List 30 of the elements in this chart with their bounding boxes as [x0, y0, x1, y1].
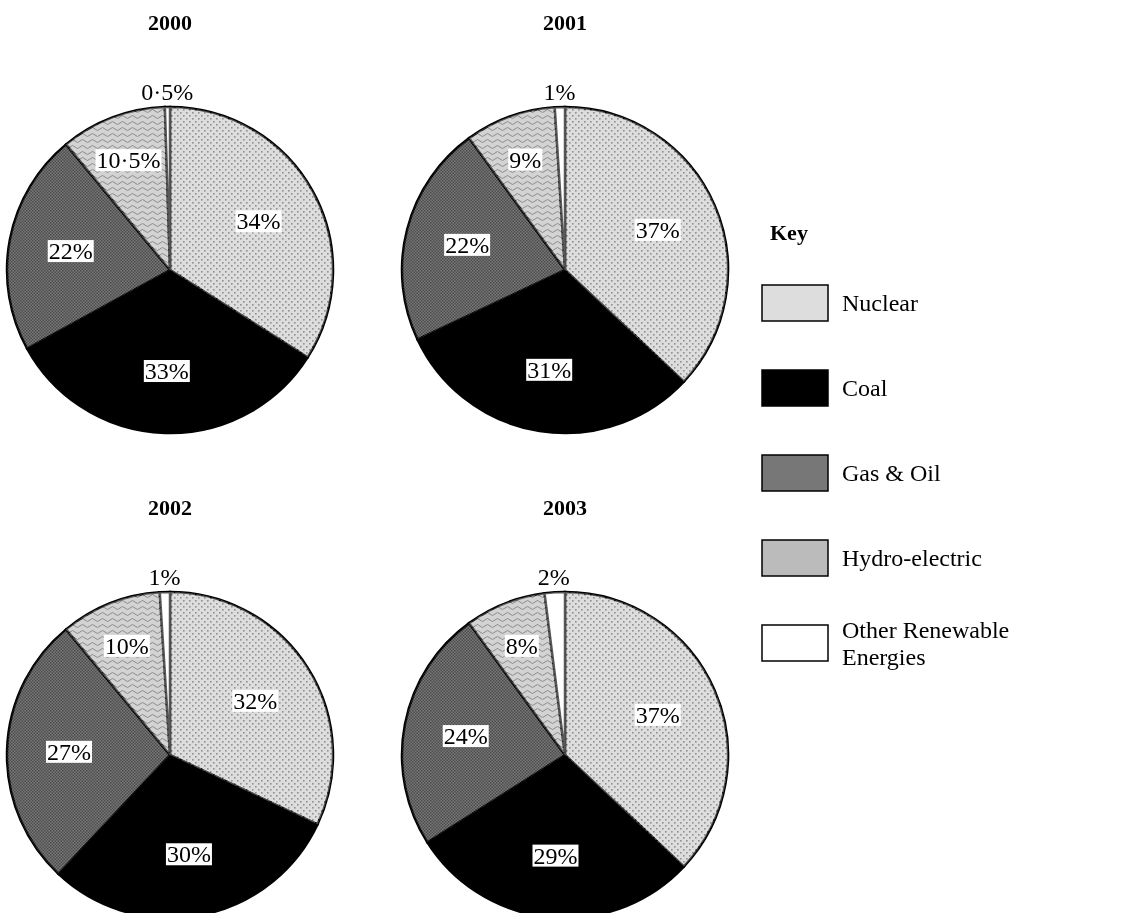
data-label: 34%	[236, 208, 281, 235]
chart-title: 2000	[148, 10, 192, 35]
data-label: 30%	[166, 841, 211, 868]
data-label: 37%	[635, 216, 680, 243]
data-label: 10%	[104, 632, 149, 659]
data-label: 37%	[635, 701, 680, 728]
chart-title: 2001	[543, 10, 587, 35]
data-label: 9%	[509, 146, 542, 173]
data-label: 10·5%	[96, 147, 161, 174]
data-label: 8%	[505, 632, 538, 659]
data-label: 1%	[543, 79, 576, 106]
data-label: 22%	[48, 238, 93, 265]
data-label: 32%	[233, 687, 278, 714]
legend-label: Coal	[842, 375, 888, 401]
legend-label: Gas & Oil	[842, 460, 941, 486]
legend-label: Other Renewable Energies	[842, 617, 1010, 670]
data-label: 33%	[144, 358, 189, 385]
legend-label: Nuclear	[842, 290, 918, 316]
data-label: 1%	[148, 564, 181, 591]
data-label: 29%	[533, 842, 578, 869]
data-label: 22%	[445, 231, 490, 258]
data-label: 31%	[527, 356, 572, 383]
data-label: 24%	[443, 723, 488, 750]
data-label: 0·5%	[141, 79, 194, 106]
legend-title: Key	[770, 220, 808, 245]
chart-title: 2003	[543, 495, 587, 520]
data-label: 27%	[46, 738, 91, 765]
data-label: 2%	[537, 564, 570, 591]
legend-label: Hydro-electric	[842, 545, 982, 571]
chart-title: 2002	[148, 495, 192, 520]
